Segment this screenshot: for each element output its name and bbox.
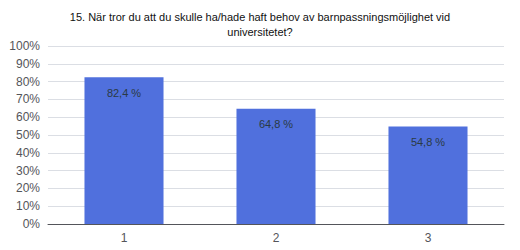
svg-text:70%: 70%: [16, 92, 40, 106]
svg-text:64,8 %: 64,8 %: [259, 118, 293, 130]
svg-text:20%: 20%: [16, 181, 40, 195]
svg-text:2: 2: [273, 231, 280, 245]
svg-text:3: 3: [425, 231, 432, 245]
svg-text:0%: 0%: [23, 217, 41, 231]
svg-text:40%: 40%: [16, 146, 40, 160]
svg-text:82,4 %: 82,4 %: [107, 87, 141, 99]
svg-text:10%: 10%: [16, 199, 40, 213]
svg-text:15. När tror du att du skulle: 15. När tror du att du skulle ha/hade ha…: [70, 11, 450, 23]
svg-text:90%: 90%: [16, 57, 40, 71]
svg-text:1: 1: [121, 231, 128, 245]
svg-text:80%: 80%: [16, 75, 40, 89]
svg-text:30%: 30%: [16, 164, 40, 178]
svg-text:50%: 50%: [16, 128, 40, 142]
svg-text:60%: 60%: [16, 110, 40, 124]
svg-text:100%: 100%: [9, 39, 40, 53]
svg-text:universitetet?: universitetet?: [227, 26, 292, 38]
svg-text:54,8 %: 54,8 %: [411, 136, 445, 148]
